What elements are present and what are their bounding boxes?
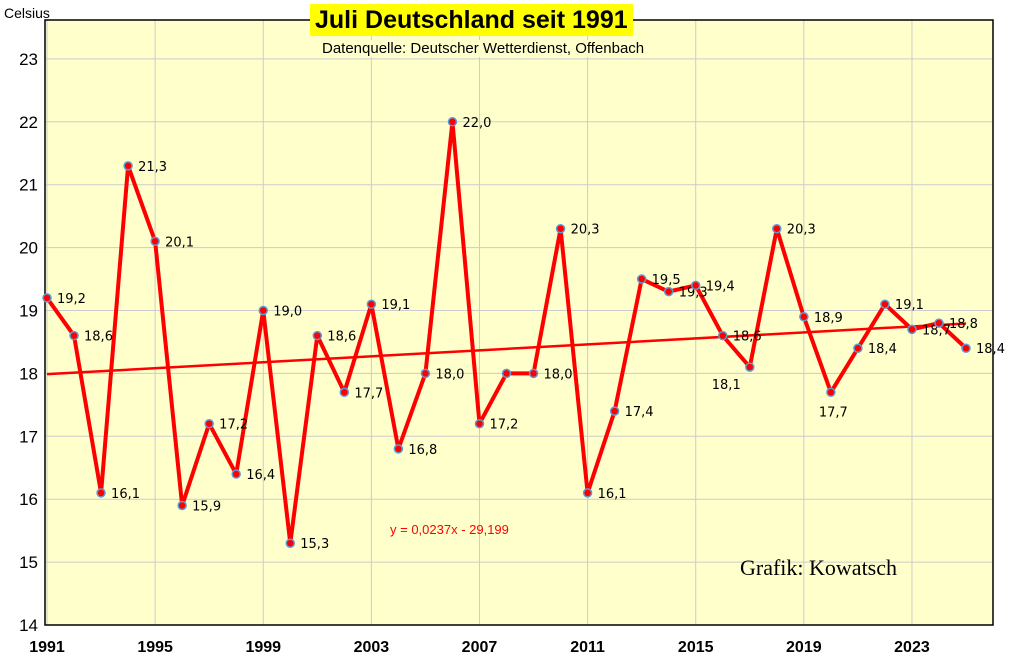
data-point [663,286,674,297]
y-tick-label: 22 [19,113,38,132]
data-point [258,305,268,316]
y-tick-label: 19 [19,302,38,321]
data-label: 17,7 [354,386,383,401]
data-point [204,418,214,429]
data-point [501,368,512,379]
data-label: 20,3 [571,223,600,238]
data-label: 20,3 [787,223,816,238]
data-label: 17,2 [489,418,518,433]
data-point [853,343,863,353]
data-point [231,469,241,479]
data-point [745,362,755,372]
data-label: 19,1 [381,298,410,313]
data-label: 18,9 [814,311,843,326]
data-point [366,299,377,309]
data-point [393,444,404,454]
chart-subtitle: Datenquelle: Deutscher Wetterdienst, Off… [322,40,645,57]
data-point [312,330,323,341]
data-label: 18,0 [435,367,464,382]
data-label: 18,4 [868,342,897,357]
data-point [934,318,944,328]
x-tick-label: 2023 [894,639,930,656]
x-tick-label: 2003 [354,639,390,656]
data-label: 20,1 [165,235,194,250]
y-tick-label: 14 [19,616,38,635]
data-point [582,488,593,498]
data-label: 17,2 [219,418,248,433]
data-point [690,280,701,291]
x-tick-label: 1991 [29,639,65,656]
y-tick-label: 17 [19,427,38,446]
y-tick-label: 18 [19,364,38,383]
data-label: 22,0 [462,116,491,131]
data-label: 18,8 [949,317,978,332]
data-point [42,293,52,303]
y-tick-label: 20 [19,239,38,258]
data-label: 18,1 [712,378,741,393]
data-point [285,538,296,548]
data-point [177,500,187,511]
x-tick-label: 2007 [462,639,498,656]
data-label: 18,6 [84,330,113,345]
data-label: 18,4 [976,342,1005,357]
data-label: 17,4 [625,405,654,420]
data-label: 18,7 [922,323,951,338]
y-axis-label: Celsius [4,5,50,21]
data-label: 19,3 [679,286,708,301]
x-tick-label: 2011 [570,639,605,656]
data-label: 16,1 [598,487,627,502]
data-label: 16,8 [408,443,437,458]
data-point [339,387,350,398]
x-tick-label: 2019 [786,639,822,656]
data-point [636,274,647,284]
data-label: 21,3 [138,160,167,175]
x-tick-label: 1995 [137,639,173,656]
data-point [123,161,133,171]
data-point [528,368,539,379]
plot-area [45,20,993,625]
data-point [474,418,485,429]
data-label: 19,4 [706,279,735,294]
data-label: 15,3 [300,537,329,552]
data-point [609,406,620,416]
data-point [150,236,160,247]
chart-title: Juli Deutschland seit 1991 [310,4,633,36]
data-point [447,117,458,127]
trend-equation: y = 0,0237x - 29,199 [390,522,509,537]
data-label: 16,4 [246,468,275,483]
y-tick-label: 16 [19,490,38,509]
data-label: 18,6 [733,330,762,345]
data-point [772,223,782,234]
data-point [826,387,836,398]
data-label: 15,9 [192,499,221,514]
data-point [961,343,971,353]
data-point [420,368,431,379]
data-point [799,312,809,322]
data-label: 19,5 [652,273,681,288]
y-tick-label: 23 [19,50,38,69]
data-label: 17,7 [819,405,848,420]
data-point [907,324,917,335]
data-label: 19,2 [57,292,86,307]
y-tick-label: 15 [19,553,38,572]
data-label: 18,0 [544,367,573,382]
data-point [555,223,566,234]
data-point [880,299,890,309]
data-point [718,330,728,341]
data-label: 16,1 [111,487,140,502]
trend-line [46,322,967,376]
data-label: 18,6 [327,330,356,345]
x-tick-label: 2015 [678,639,714,656]
data-label: 19,0 [273,305,302,320]
data-point [69,330,79,341]
x-tick-label: 1999 [245,639,281,656]
y-tick-label: 21 [19,176,38,195]
data-label: 19,1 [895,298,924,313]
credit: Grafik: Kowatsch [740,555,898,580]
data-point [96,488,106,498]
